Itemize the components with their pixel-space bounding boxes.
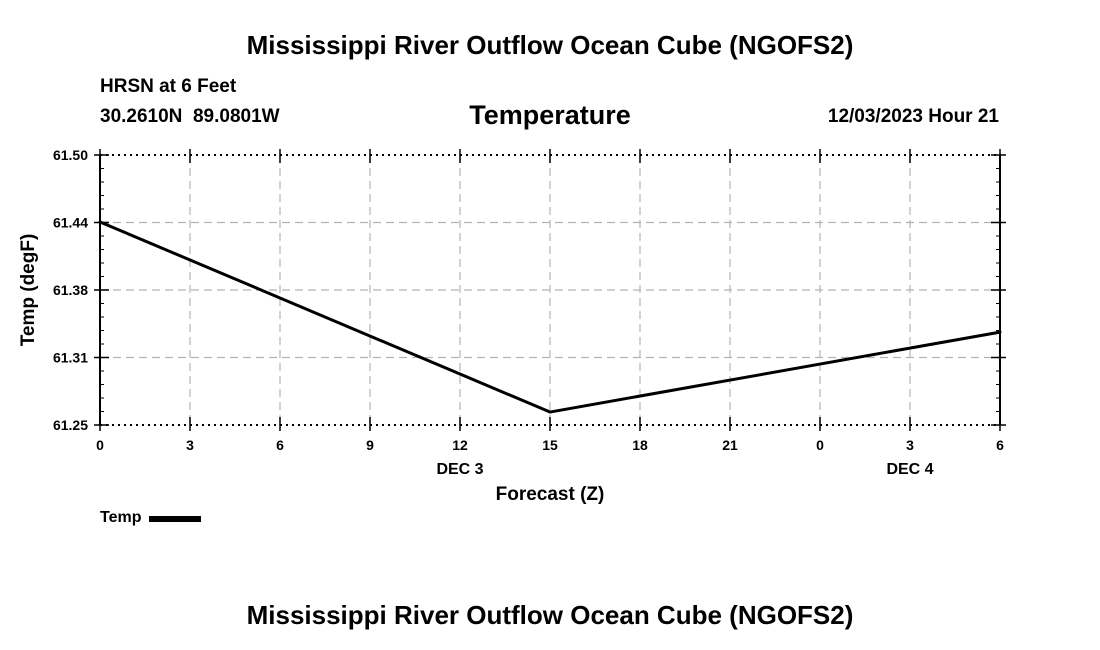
y-tick-label: 61.31 xyxy=(53,350,88,366)
y-tick-label: 61.50 xyxy=(53,147,88,163)
x-tick-label: 6 xyxy=(996,437,1004,453)
x-axis-title: Forecast (Z) xyxy=(496,484,605,505)
x-tick-label: 6 xyxy=(276,437,284,453)
forecast-datetime: 12/03/2023 Hour 21 xyxy=(827,106,999,127)
chart-axes xyxy=(94,149,1006,431)
y-axis-title: Temp (degF) xyxy=(18,234,39,347)
x-tick-label: 18 xyxy=(632,437,648,453)
x-tick-label: 9 xyxy=(366,437,374,453)
x-date-label: DEC 3 xyxy=(436,461,483,478)
legend-label-temp: Temp xyxy=(100,509,142,526)
station-coordinates: 30.2610N 89.0801W xyxy=(100,106,280,127)
x-date-label: DEC 4 xyxy=(886,461,933,478)
x-tick-label: 3 xyxy=(906,437,914,453)
legend-swatch-temp xyxy=(149,516,202,522)
x-tick-label: 21 xyxy=(722,437,738,453)
y-tick-label: 61.44 xyxy=(53,215,88,231)
footer-title: Mississippi River Outflow Ocean Cube (NG… xyxy=(246,600,854,630)
x-tick-label: 3 xyxy=(186,437,194,453)
page-title: Mississippi River Outflow Ocean Cube (NG… xyxy=(246,30,854,60)
chart-grid xyxy=(100,155,1000,425)
y-tick-label: 61.38 xyxy=(53,282,88,298)
chart-series xyxy=(98,220,1002,414)
station-label: HRSN at 6 Feet xyxy=(100,76,237,97)
data-point xyxy=(998,330,1002,334)
chart-labels: 0 3 6 9 12 15 18 21 0 3 6 61.25 61.31 61.38 61.44 61.50… xyxy=(18,147,1004,505)
x-tick-label: 15 xyxy=(542,437,558,453)
data-point xyxy=(98,220,102,224)
temperature-chart: 0 3 6 9 12 15 18 21 0 3 6 61.25 61.31 61.38 61.44 61.50… xyxy=(18,147,1006,505)
x-tick-label: 12 xyxy=(452,437,468,453)
y-tick-label: 61.25 xyxy=(53,417,88,433)
chart-legend: Temp xyxy=(100,509,202,527)
x-tick-label: 0 xyxy=(96,437,104,453)
x-tick-label: 0 xyxy=(816,437,824,453)
data-point xyxy=(548,410,552,414)
chart-title: Temperature xyxy=(469,100,631,130)
